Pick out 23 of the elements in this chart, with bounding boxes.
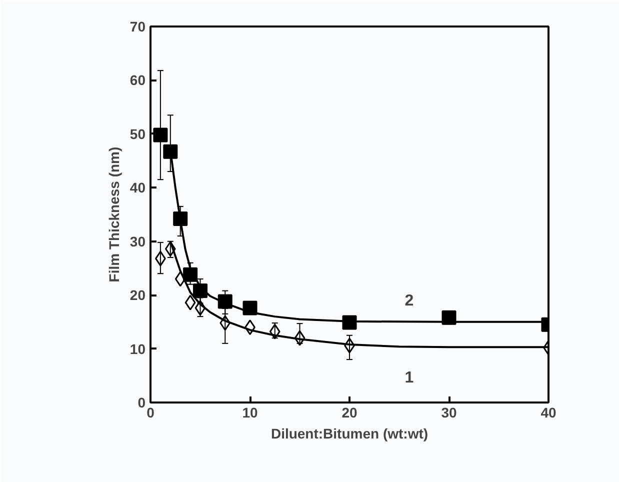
y-tick-label: 40 (130, 180, 146, 196)
x-tick-label: 10 (242, 404, 258, 420)
x-tick-label: 20 (342, 404, 358, 420)
point (194, 300, 206, 316)
x-tick-label: 30 (441, 404, 457, 420)
point (184, 294, 196, 310)
point (220, 315, 231, 331)
x-tick-label: 40 (540, 404, 556, 420)
point (153, 128, 168, 142)
y-tick-label: 50 (130, 126, 146, 142)
y-tick-label: 10 (130, 340, 146, 357)
y-tick-label: 60 (130, 72, 146, 88)
y-axis-title: Film Thickness (nm) (106, 146, 122, 282)
series-label: 1 (404, 370, 414, 387)
y-tick-label: 70 (130, 18, 146, 34)
series-label: 2 (404, 292, 414, 310)
y-tick-label: 20 (130, 287, 146, 304)
point (163, 144, 178, 159)
point (294, 330, 306, 346)
point (174, 271, 186, 287)
y-tick-label: 0 (138, 394, 146, 410)
x-axis-title: Diluent:Bitumen (wt:wt) (270, 426, 428, 442)
y-tick-label: 30 (130, 233, 146, 250)
